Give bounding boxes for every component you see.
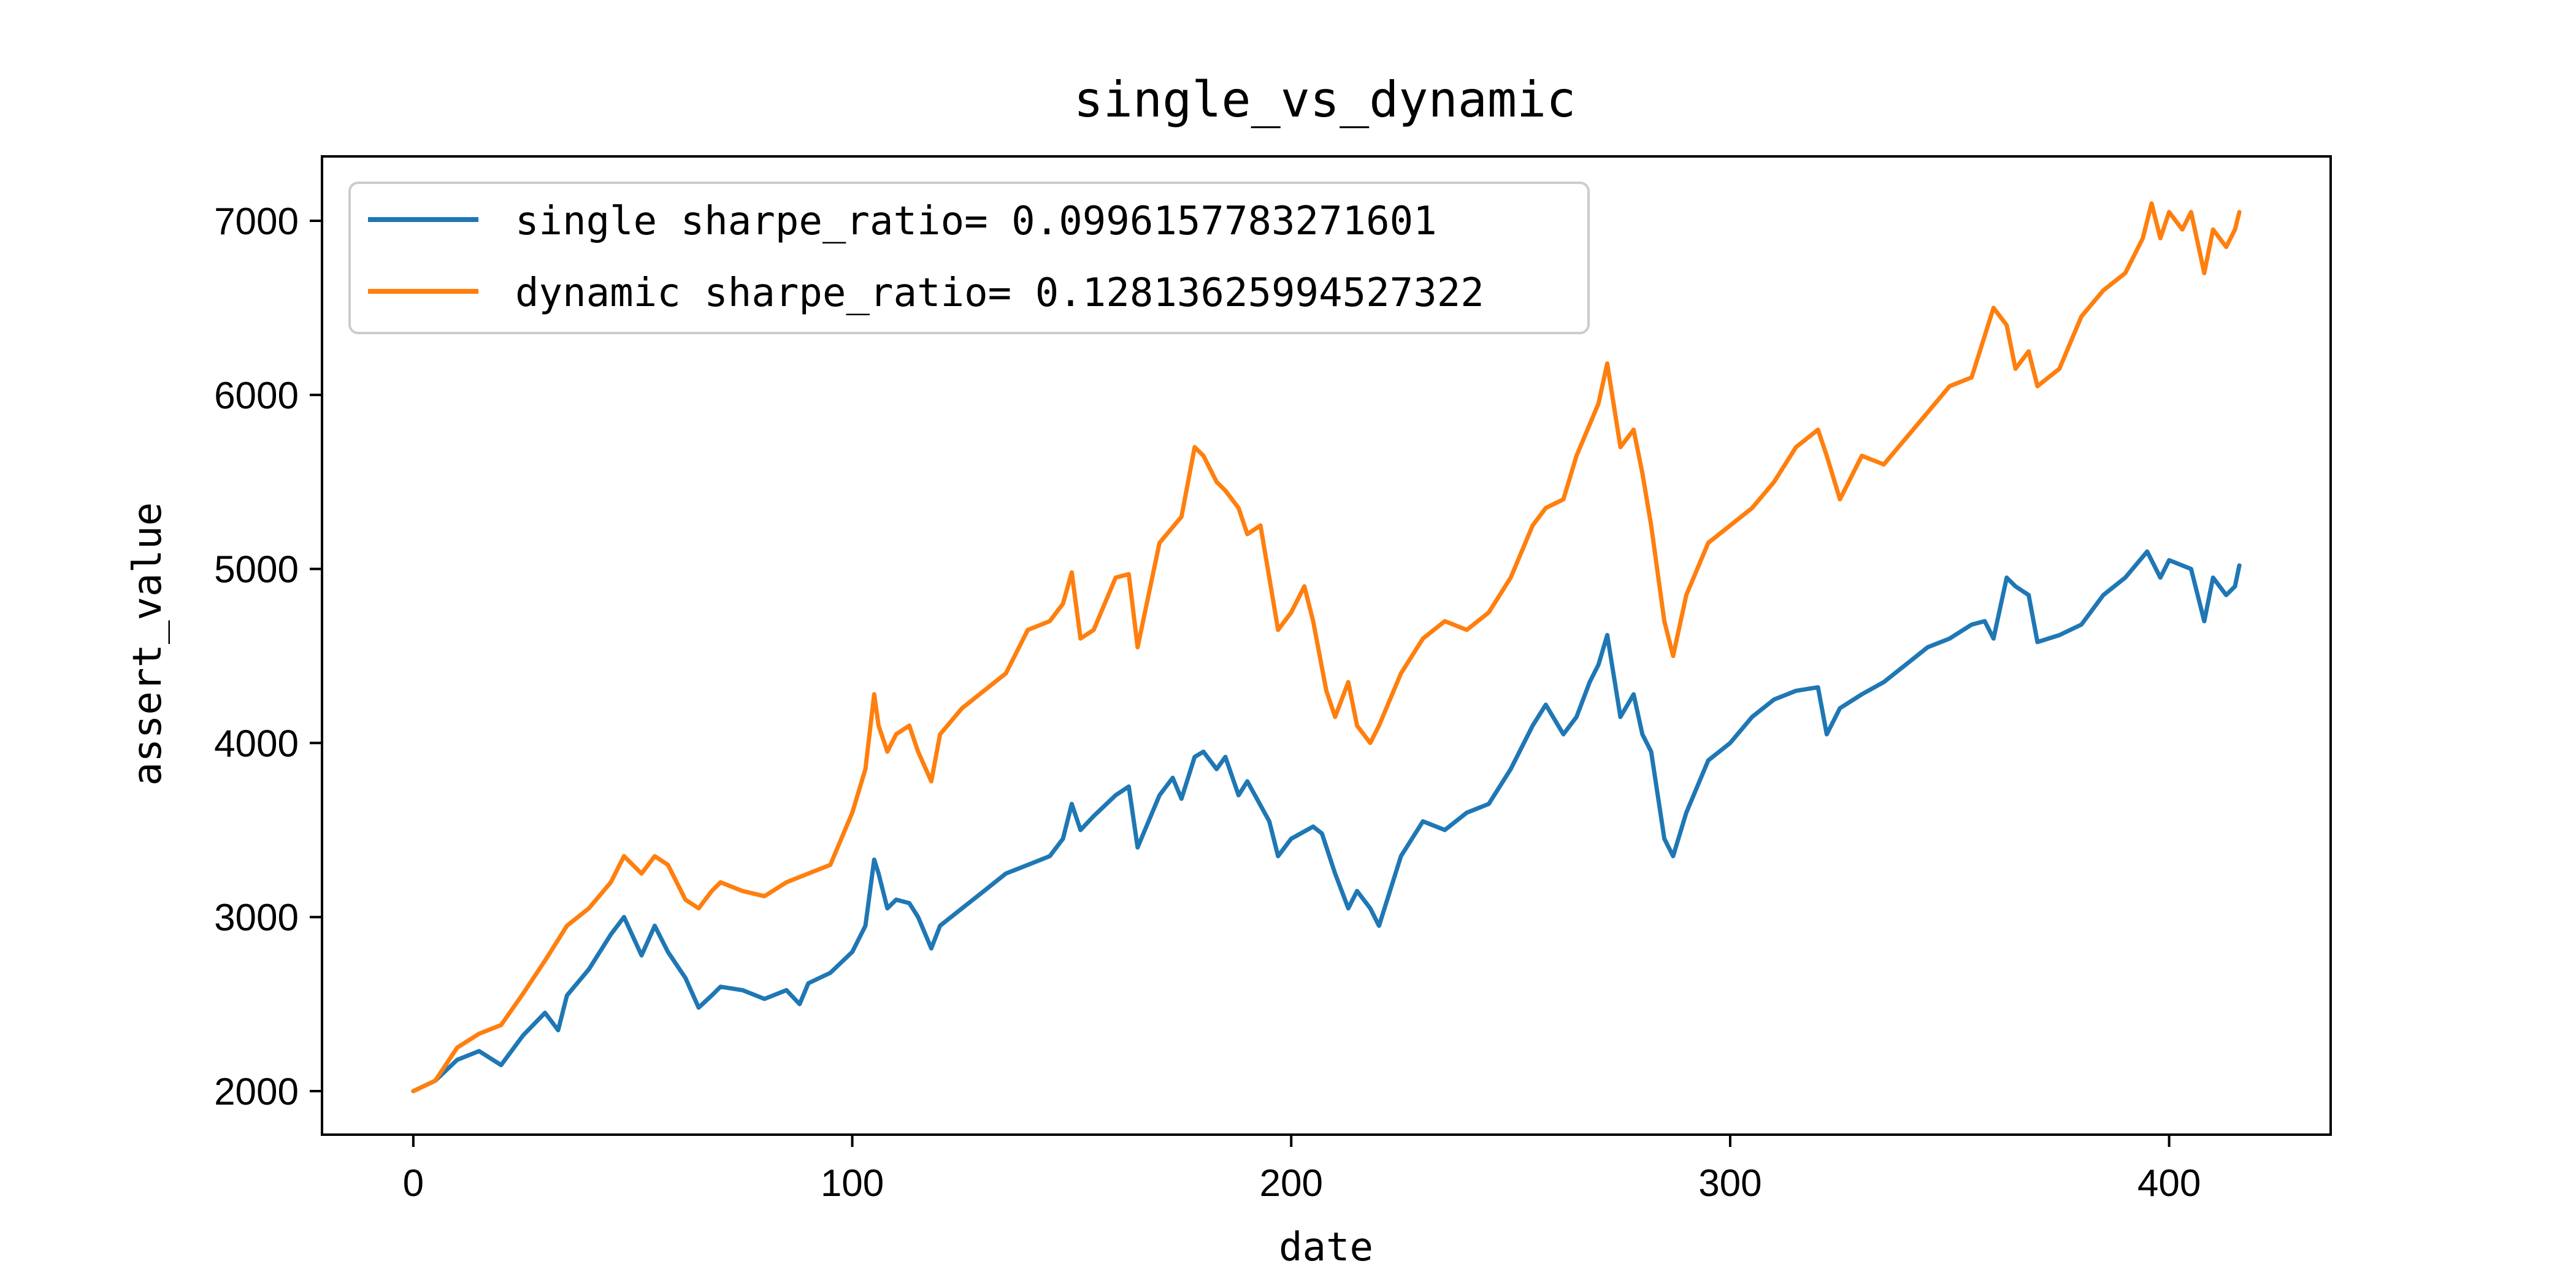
legend: single sharpe_ratio= 0.0996157783271601 …: [348, 182, 1590, 334]
y-axis-label: assert_value: [125, 502, 171, 786]
x-axis-label: date: [1279, 1225, 1373, 1270]
legend-box: [348, 182, 1590, 334]
series-layer: [411, 201, 2242, 1094]
y-tick-label: 5000: [214, 549, 299, 591]
chart-title: single_vs_dynamic: [1074, 71, 1576, 128]
x-tick-label: 300: [1698, 1162, 1761, 1205]
plot-frame: [321, 155, 2332, 1136]
x-tick-label: 0: [403, 1162, 424, 1205]
legend-label-dynamic: dynamic sharpe_ratio= 0.1281362599452732…: [515, 270, 1484, 316]
y-tick-label: 2000: [214, 1071, 299, 1113]
y-tick-label: 3000: [214, 897, 299, 939]
y-tick-label: 4000: [214, 723, 299, 765]
plot-area: [321, 155, 2332, 1136]
y-tick-label: 7000: [214, 201, 299, 243]
legend-label-single: single sharpe_ratio= 0.0996157783271601: [515, 199, 1437, 244]
y-axis: 2000 3000 4000 5000 6000 7000: [214, 201, 322, 1113]
y-tick-label: 6000: [214, 375, 299, 417]
series-line-single: [411, 549, 2242, 1094]
x-tick-label: 200: [1260, 1162, 1323, 1205]
series-line-dynamic: [411, 201, 2242, 1094]
x-tick-label: 100: [821, 1162, 884, 1205]
x-tick-label: 400: [2137, 1162, 2201, 1205]
x-axis: 0 100 200 300 400: [403, 1135, 2201, 1205]
